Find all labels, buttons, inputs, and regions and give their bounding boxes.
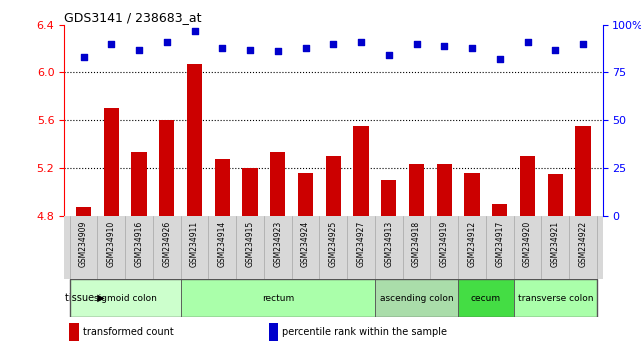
Bar bbox=[492, 204, 508, 216]
Point bbox=[495, 56, 505, 62]
Text: rectum: rectum bbox=[262, 294, 294, 303]
Text: GSM234919: GSM234919 bbox=[440, 221, 449, 267]
Text: GSM234924: GSM234924 bbox=[301, 221, 310, 267]
Text: GSM234916: GSM234916 bbox=[135, 221, 144, 267]
Text: tissue ▶: tissue ▶ bbox=[65, 293, 104, 303]
Text: GSM234927: GSM234927 bbox=[356, 221, 365, 267]
Bar bbox=[520, 156, 535, 216]
Text: GSM234923: GSM234923 bbox=[273, 221, 282, 267]
Bar bbox=[353, 126, 369, 216]
Text: GSM234917: GSM234917 bbox=[495, 221, 504, 267]
Bar bbox=[215, 160, 230, 216]
Bar bbox=[104, 108, 119, 216]
Bar bbox=[181, 279, 375, 317]
Point bbox=[301, 45, 311, 51]
Bar bbox=[69, 323, 79, 341]
Bar bbox=[70, 279, 181, 317]
Bar bbox=[381, 180, 397, 216]
Point bbox=[78, 55, 88, 60]
Point bbox=[190, 28, 200, 33]
Text: GSM234909: GSM234909 bbox=[79, 221, 88, 267]
Point bbox=[134, 47, 144, 52]
Point bbox=[245, 47, 255, 52]
Text: GSM234926: GSM234926 bbox=[162, 221, 171, 267]
Text: transverse colon: transverse colon bbox=[517, 294, 593, 303]
Bar bbox=[131, 152, 147, 216]
Bar bbox=[409, 164, 424, 216]
Bar bbox=[547, 174, 563, 216]
Text: GSM234910: GSM234910 bbox=[107, 221, 116, 267]
Bar bbox=[187, 64, 202, 216]
Point bbox=[384, 52, 394, 58]
Point bbox=[522, 39, 533, 45]
Text: GSM234912: GSM234912 bbox=[467, 221, 477, 267]
Text: GSM234921: GSM234921 bbox=[551, 221, 560, 267]
Bar bbox=[298, 173, 313, 216]
Text: GSM234920: GSM234920 bbox=[523, 221, 532, 267]
Point bbox=[217, 45, 228, 51]
Text: GSM234922: GSM234922 bbox=[579, 221, 588, 267]
Text: GDS3141 / 238683_at: GDS3141 / 238683_at bbox=[64, 11, 202, 24]
Bar bbox=[513, 279, 597, 317]
Bar bbox=[242, 168, 258, 216]
Point bbox=[106, 41, 117, 47]
Text: GSM234915: GSM234915 bbox=[246, 221, 254, 267]
Bar bbox=[76, 207, 91, 216]
Text: GSM234911: GSM234911 bbox=[190, 221, 199, 267]
Point bbox=[578, 41, 588, 47]
Text: transformed count: transformed count bbox=[83, 327, 174, 337]
Bar bbox=[159, 120, 174, 216]
Bar bbox=[458, 279, 513, 317]
Bar bbox=[326, 156, 341, 216]
Bar bbox=[465, 173, 479, 216]
Point bbox=[550, 47, 560, 52]
Text: sigmoid colon: sigmoid colon bbox=[94, 294, 156, 303]
Text: GSM234925: GSM234925 bbox=[329, 221, 338, 267]
Text: GSM234918: GSM234918 bbox=[412, 221, 421, 267]
Point bbox=[439, 43, 449, 48]
Point bbox=[356, 39, 366, 45]
Text: percentile rank within the sample: percentile rank within the sample bbox=[282, 327, 447, 337]
Bar bbox=[437, 164, 452, 216]
Text: ascending colon: ascending colon bbox=[379, 294, 453, 303]
Text: GSM234913: GSM234913 bbox=[385, 221, 394, 267]
Bar bbox=[576, 126, 591, 216]
Bar bbox=[270, 152, 285, 216]
Text: GSM234914: GSM234914 bbox=[218, 221, 227, 267]
Point bbox=[272, 48, 283, 54]
Point bbox=[467, 45, 477, 51]
Text: cecum: cecum bbox=[471, 294, 501, 303]
Bar bbox=[269, 323, 278, 341]
Point bbox=[162, 39, 172, 45]
Point bbox=[412, 41, 422, 47]
Bar bbox=[375, 279, 458, 317]
Point bbox=[328, 41, 338, 47]
